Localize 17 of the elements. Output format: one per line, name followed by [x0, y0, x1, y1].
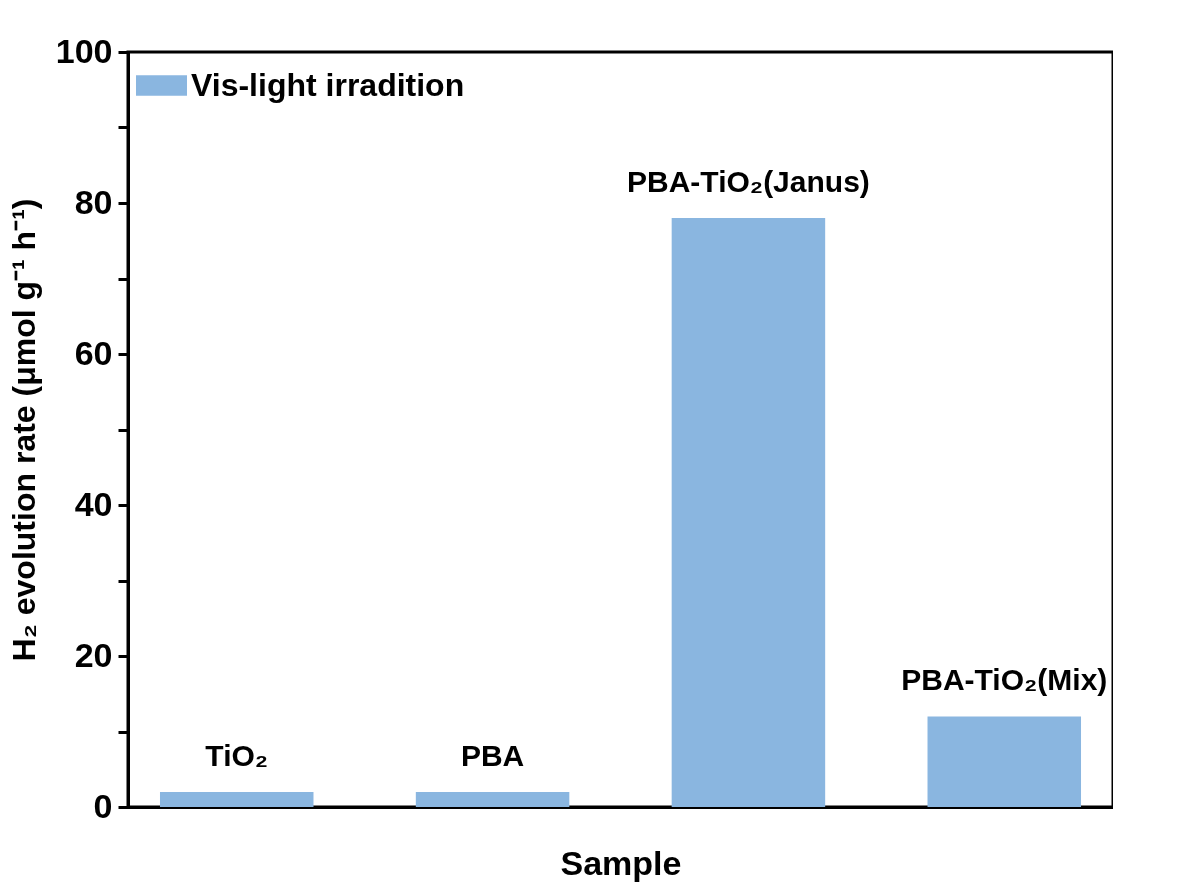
x-tick-label: PBA-TiO₂(Janus)	[627, 165, 870, 199]
y-tick-label: 20	[74, 635, 113, 674]
y-tick-label: 80	[74, 182, 113, 221]
y-axis-title: H₂ evolution rate (μmol g⁻¹ h⁻¹)	[5, 198, 42, 662]
y-tick-label: 40	[74, 484, 113, 523]
bar	[415, 791, 570, 807]
y-tick-label: 60	[74, 333, 113, 372]
x-axis-title: Sample	[560, 843, 682, 882]
y-tick-label: 0	[93, 786, 113, 825]
x-tick-label: TiO₂	[205, 738, 269, 772]
bar	[927, 716, 1082, 807]
bar	[671, 218, 826, 807]
legend-label: Vis-light irradition	[191, 66, 465, 103]
bar	[159, 791, 314, 807]
x-tick-label: PBA	[460, 738, 525, 772]
x-tick-label: PBA-TiO₂(Mix)	[901, 663, 1108, 697]
y-tick-label: 100	[55, 31, 113, 70]
